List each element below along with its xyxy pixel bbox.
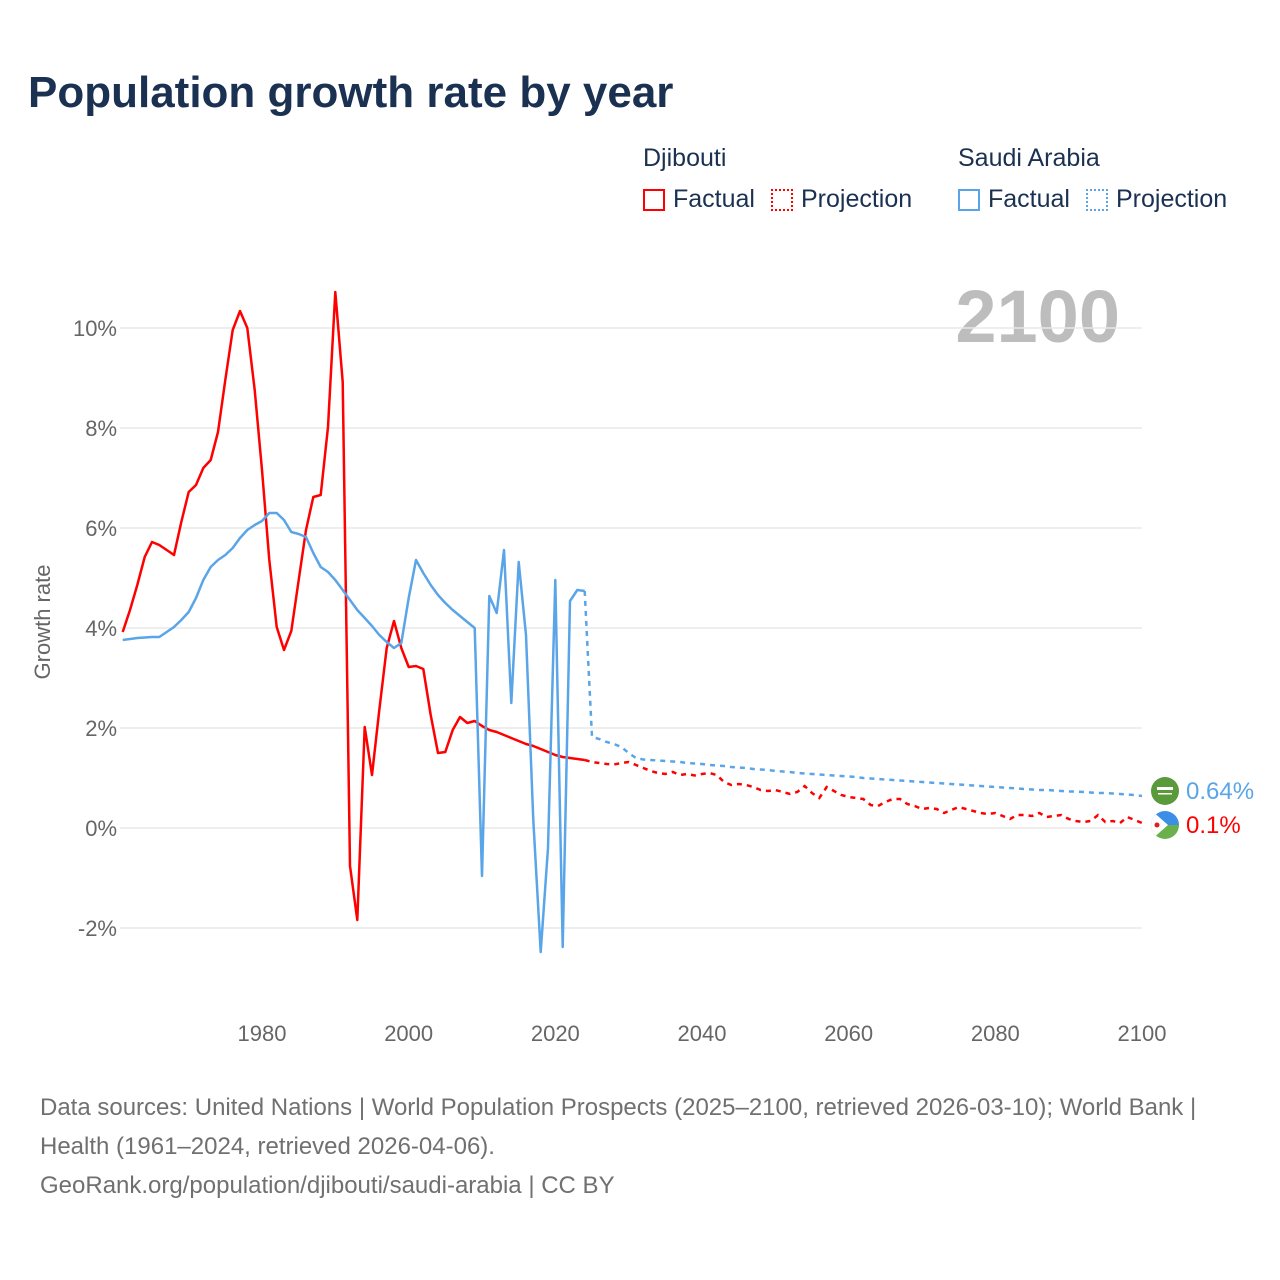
legend-swatch-solid	[643, 188, 665, 211]
x-tick-label: 1980	[238, 1021, 287, 1046]
legend-djibouti: Djibouti Factual Projection	[643, 144, 928, 214]
y-tick-label: 6%	[85, 516, 117, 541]
chart-title: Population growth rate by year	[28, 68, 674, 117]
x-tick-label: 2000	[384, 1021, 433, 1046]
legend-projection[interactable]: Projection	[770, 185, 913, 214]
y-tick-label: 8%	[85, 416, 117, 441]
legend-label: Factual	[988, 185, 1070, 213]
legend-saudi-arabia: Saudi Arabia Factual Projection	[958, 144, 1243, 214]
legend-label: Projection	[800, 185, 913, 213]
djibouti-projection-line	[584, 758, 1143, 825]
saudi-arabia-projection-line	[583, 590, 1143, 798]
x-tick-label: 2100	[1118, 1021, 1167, 1046]
djibouti-flag-marker	[1151, 811, 1179, 839]
legend-projection[interactable]: Projection	[1085, 185, 1228, 214]
saudi-arabia-flag-marker	[1151, 777, 1179, 805]
data-sources: Data sources: United Nations | World Pop…	[40, 1094, 1197, 1160]
y-tick-label: 4%	[85, 616, 117, 641]
x-tick-label: 2080	[971, 1021, 1020, 1046]
legend-swatch-solid	[958, 188, 980, 211]
djibouti-factual-line	[121, 290, 585, 922]
x-tick-label: 2020	[531, 1021, 580, 1046]
x-tick-label: 2060	[824, 1021, 873, 1046]
attribution[interactable]: GeoRank.org/population/djibouti/saudi-ar…	[40, 1172, 615, 1199]
legend-label: Factual	[673, 185, 755, 213]
year-watermark: 2100	[955, 275, 1120, 358]
y-tick-label: 0%	[85, 816, 117, 841]
footer: Data sources: United Nations | World Pop…	[40, 1088, 1240, 1205]
legend-factual[interactable]: Factual	[958, 185, 1070, 214]
djibouti-end-label: 0.1%	[1186, 812, 1241, 839]
x-tick-label: 2040	[678, 1021, 727, 1046]
y-axis-label: Growth rate	[30, 565, 55, 680]
y-tick-label: -2%	[78, 916, 117, 941]
saudi-arabia-factual-line	[122, 511, 585, 954]
legend-factual[interactable]: Factual	[643, 185, 755, 214]
saudi-arabia-end-label: 0.64%	[1186, 778, 1254, 805]
legend-label: Projection	[1115, 185, 1228, 213]
legend-country-name: Saudi Arabia	[958, 144, 1100, 172]
y-tick-label: 2%	[85, 716, 117, 741]
legend-swatch-dotted	[770, 188, 793, 211]
legend-country-name: Djibouti	[643, 144, 727, 172]
y-tick-label: 10%	[73, 316, 117, 341]
legend-swatch-dotted	[1085, 188, 1108, 211]
